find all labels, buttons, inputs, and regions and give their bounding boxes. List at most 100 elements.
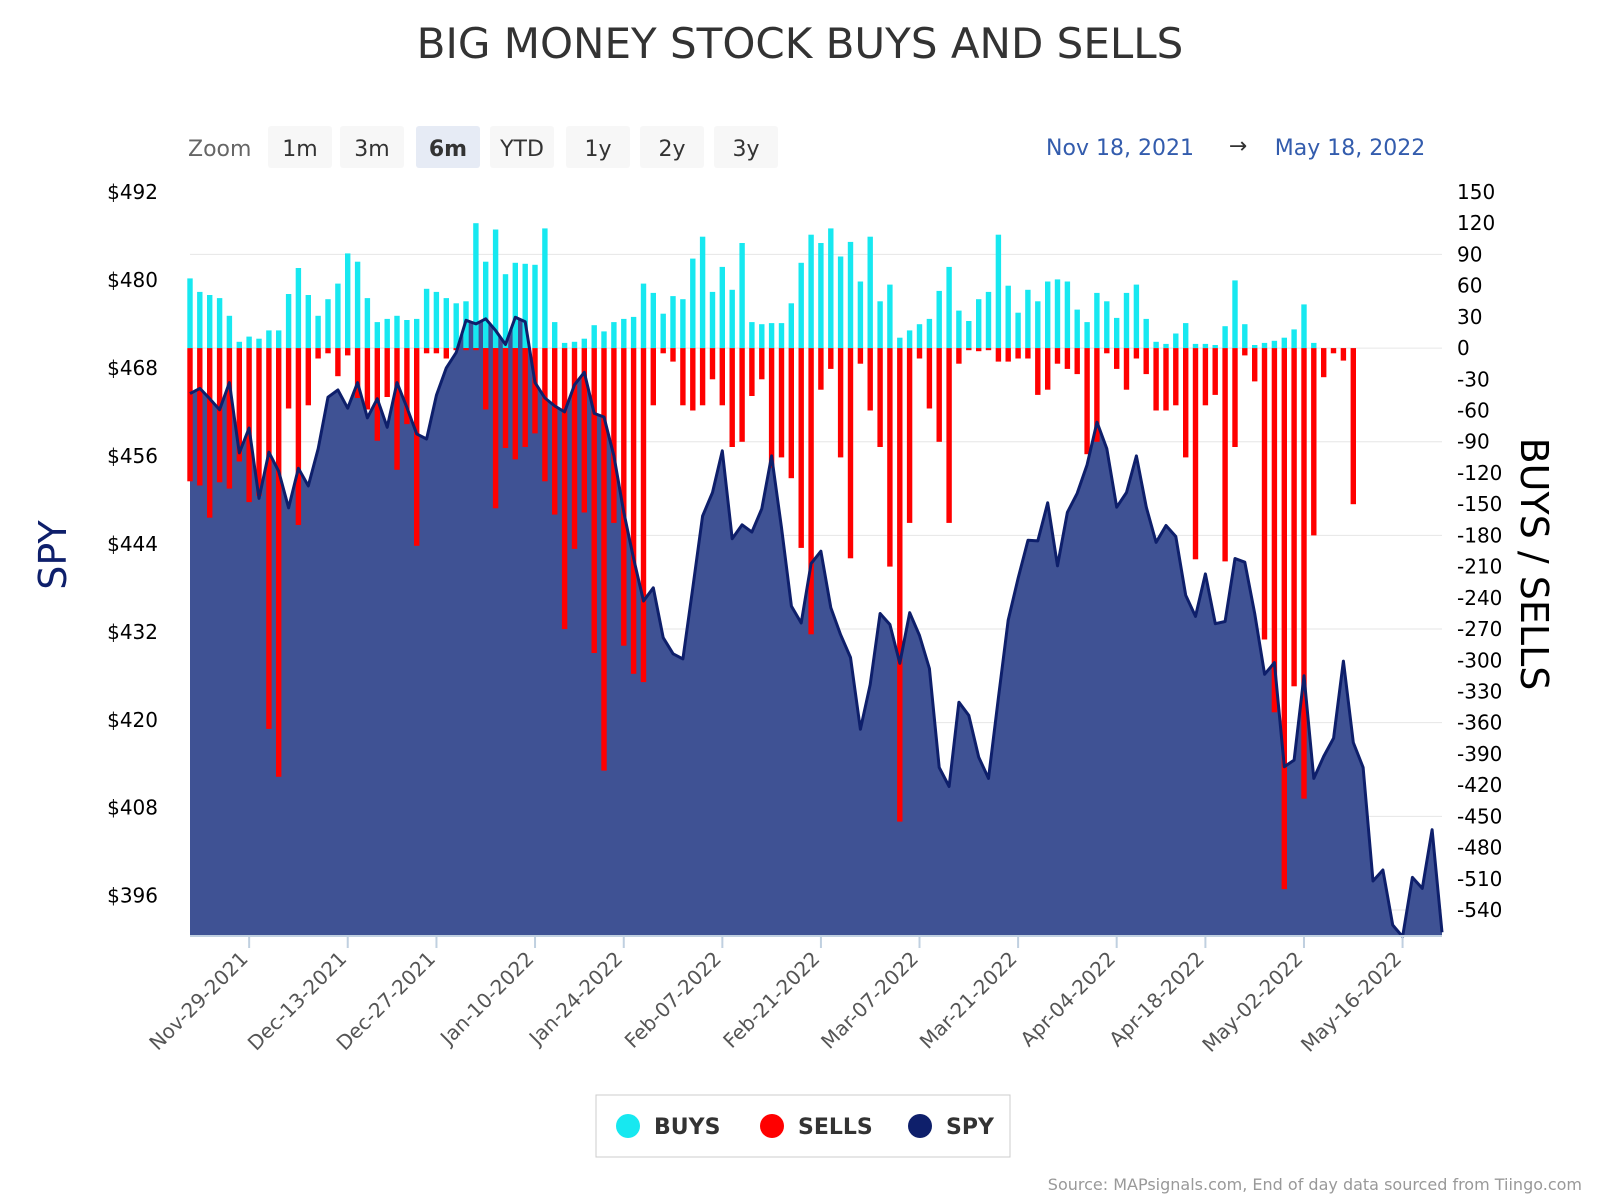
sells-bar[interactable] (571, 348, 578, 549)
buys-bar[interactable] (995, 234, 1002, 349)
buys-bar[interactable] (798, 262, 804, 349)
buys-bar[interactable] (1192, 343, 1199, 349)
sells-bar[interactable] (976, 348, 982, 352)
sells-bar[interactable] (335, 348, 341, 377)
buys-bar[interactable] (887, 284, 893, 349)
sells-bar[interactable] (1242, 348, 1248, 356)
sells-bar[interactable] (443, 348, 449, 359)
sells-bar[interactable] (926, 348, 933, 409)
buys-bar[interactable] (502, 274, 509, 349)
sells-bar[interactable] (936, 348, 942, 442)
buys-bar[interactable] (581, 338, 587, 349)
buys-bar[interactable] (1094, 292, 1100, 348)
sells-bar[interactable] (847, 348, 854, 559)
sells-bar[interactable] (433, 348, 440, 354)
buys-bar[interactable] (315, 315, 321, 349)
sells-bar[interactable] (512, 348, 518, 460)
range-from[interactable]: Nov 18, 2021 (1046, 136, 1194, 161)
sells-bar[interactable] (374, 348, 380, 441)
sells-bar[interactable] (788, 348, 794, 479)
sells-bar[interactable] (916, 348, 923, 359)
sells-bar[interactable] (956, 348, 962, 364)
zoom-button-label[interactable]: 2y (658, 137, 685, 162)
sells-bar[interactable] (887, 348, 893, 567)
zoom-button-bg[interactable] (640, 126, 704, 168)
buys-bar[interactable] (877, 301, 883, 349)
sells-bar[interactable] (1291, 348, 1297, 687)
buys-bar[interactable] (1163, 343, 1169, 349)
sells-bar[interactable] (828, 348, 834, 369)
buys-bar[interactable] (660, 313, 666, 348)
buys-bar[interactable] (976, 299, 982, 349)
buys-bar[interactable] (1123, 292, 1130, 348)
sells-bar[interactable] (729, 348, 735, 447)
buys-bar[interactable] (335, 283, 341, 349)
buys-bar[interactable] (1084, 322, 1090, 349)
buys-bar[interactable] (1183, 323, 1189, 349)
sells-bar[interactable] (877, 348, 883, 447)
buys-bar[interactable] (897, 337, 903, 349)
sells-bar[interactable] (394, 348, 400, 470)
sells-bar[interactable] (1281, 348, 1287, 890)
sells-bar[interactable] (640, 348, 647, 683)
credits[interactable]: Source: MAPsignals.com, End of day data … (1048, 1175, 1582, 1194)
buys-bar[interactable] (266, 330, 272, 349)
buys-bar[interactable] (492, 229, 499, 349)
sells-bar[interactable] (384, 348, 390, 397)
sells-bar[interactable] (660, 348, 666, 354)
buys-bar[interactable] (759, 324, 765, 349)
buys-bar[interactable] (364, 298, 371, 348)
buys-bar[interactable] (1045, 281, 1051, 349)
legend-label[interactable]: SPY (946, 1115, 995, 1140)
zoom-button-ytd[interactable]: YTD (490, 126, 554, 168)
sells-bar[interactable] (985, 348, 992, 351)
buys-bar[interactable] (1281, 337, 1287, 349)
zoom-button-bg[interactable] (340, 126, 404, 168)
legend-label[interactable]: BUYS (654, 1115, 720, 1140)
sells-bar[interactable] (266, 348, 272, 729)
zoom-button-3y[interactable]: 3y (714, 126, 778, 168)
buys-bar[interactable] (985, 291, 992, 349)
sells-bar[interactable] (226, 348, 233, 489)
sells-bar[interactable] (818, 348, 824, 390)
buys-bar[interactable] (512, 262, 518, 349)
buys-bar[interactable] (295, 268, 302, 349)
buys-bar[interactable] (1202, 343, 1209, 349)
buys-bar[interactable] (384, 318, 390, 348)
sells-bar[interactable] (522, 348, 528, 447)
buys-bar[interactable] (1252, 345, 1258, 349)
sells-bar[interactable] (798, 348, 804, 548)
sells-bar[interactable] (1330, 348, 1337, 354)
legend-marker[interactable] (760, 1114, 784, 1138)
sells-bar[interactable] (276, 348, 282, 777)
buys-bar[interactable] (1025, 289, 1031, 349)
zoom-button-bg[interactable] (268, 126, 332, 168)
buys-bar[interactable] (818, 243, 824, 349)
zoom-button-label[interactable]: 3m (354, 137, 389, 162)
buys-bar[interactable] (236, 341, 242, 348)
buys-bar[interactable] (699, 236, 706, 348)
sells-bar[interactable] (1114, 348, 1120, 369)
buys-bar[interactable] (1035, 301, 1041, 349)
sells-bar[interactable] (473, 348, 479, 351)
sells-bar[interactable] (630, 348, 637, 674)
sells-bar[interactable] (552, 348, 558, 515)
sells-bar[interactable] (305, 348, 311, 406)
sells-bar[interactable] (1163, 348, 1169, 411)
sells-bar[interactable] (414, 348, 420, 546)
buys-bar[interactable] (1242, 324, 1248, 349)
sells-bar[interactable] (1143, 348, 1149, 375)
spy-line-path[interactable] (189, 315, 1444, 939)
buys-bar[interactable] (542, 228, 548, 349)
buys-bar[interactable] (690, 258, 696, 349)
sells-bar[interactable] (354, 348, 361, 398)
sells-bar[interactable] (1202, 348, 1209, 406)
buys-bar[interactable] (1074, 309, 1080, 349)
buys-bar[interactable] (857, 281, 864, 349)
sells-bar[interactable] (1350, 348, 1356, 505)
sells-bar[interactable] (542, 348, 548, 482)
sells-bar[interactable] (1222, 348, 1228, 562)
buys-bar[interactable] (571, 341, 578, 348)
sells-bar[interactable] (1192, 348, 1199, 560)
buys-bar[interactable] (1232, 280, 1238, 348)
